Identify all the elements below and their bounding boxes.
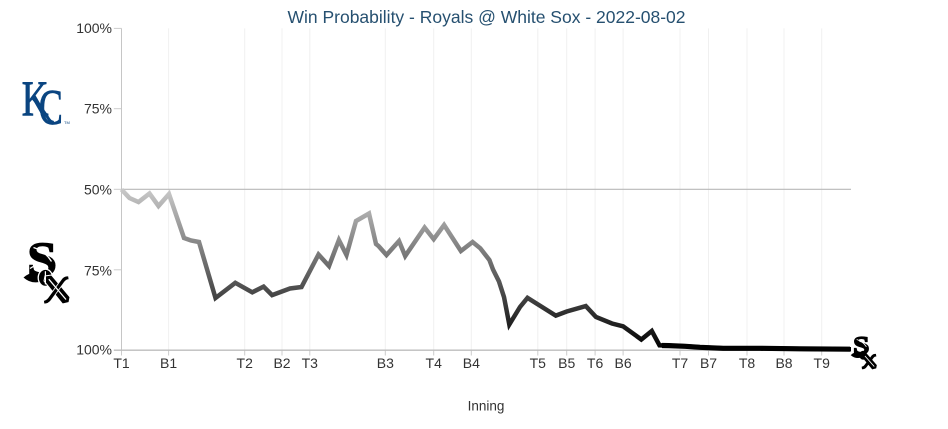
svg-text:T8: T8 [739, 355, 756, 371]
svg-text:B4: B4 [463, 355, 480, 371]
svg-text:T1: T1 [113, 355, 130, 371]
svg-text:100%: 100% [76, 341, 112, 357]
svg-text:B3: B3 [377, 355, 394, 371]
svg-text:T4: T4 [426, 355, 443, 371]
svg-text:B1: B1 [160, 355, 177, 371]
svg-text:T7: T7 [672, 355, 689, 371]
svg-text:75%: 75% [84, 100, 112, 116]
svg-text:T9: T9 [814, 355, 831, 371]
svg-text:T5: T5 [530, 355, 547, 371]
svg-text:B5: B5 [558, 355, 575, 371]
svg-text:T2: T2 [237, 355, 254, 371]
svg-text:TM: TM [64, 120, 70, 125]
svg-text:100%: 100% [76, 20, 112, 36]
svg-text:T3: T3 [302, 355, 319, 371]
svg-text:B2: B2 [273, 355, 290, 371]
svg-text:50%: 50% [84, 182, 112, 198]
svg-text:75%: 75% [84, 263, 112, 279]
svg-text:B8: B8 [775, 355, 792, 371]
svg-text:T6: T6 [587, 355, 604, 371]
svg-text:Inning: Inning [468, 399, 505, 414]
svg-text:B7: B7 [700, 355, 717, 371]
svg-text:B6: B6 [615, 355, 632, 371]
svg-text:Win Probability - Royals @ Whi: Win Probability - Royals @ White Sox - 2… [287, 7, 685, 27]
